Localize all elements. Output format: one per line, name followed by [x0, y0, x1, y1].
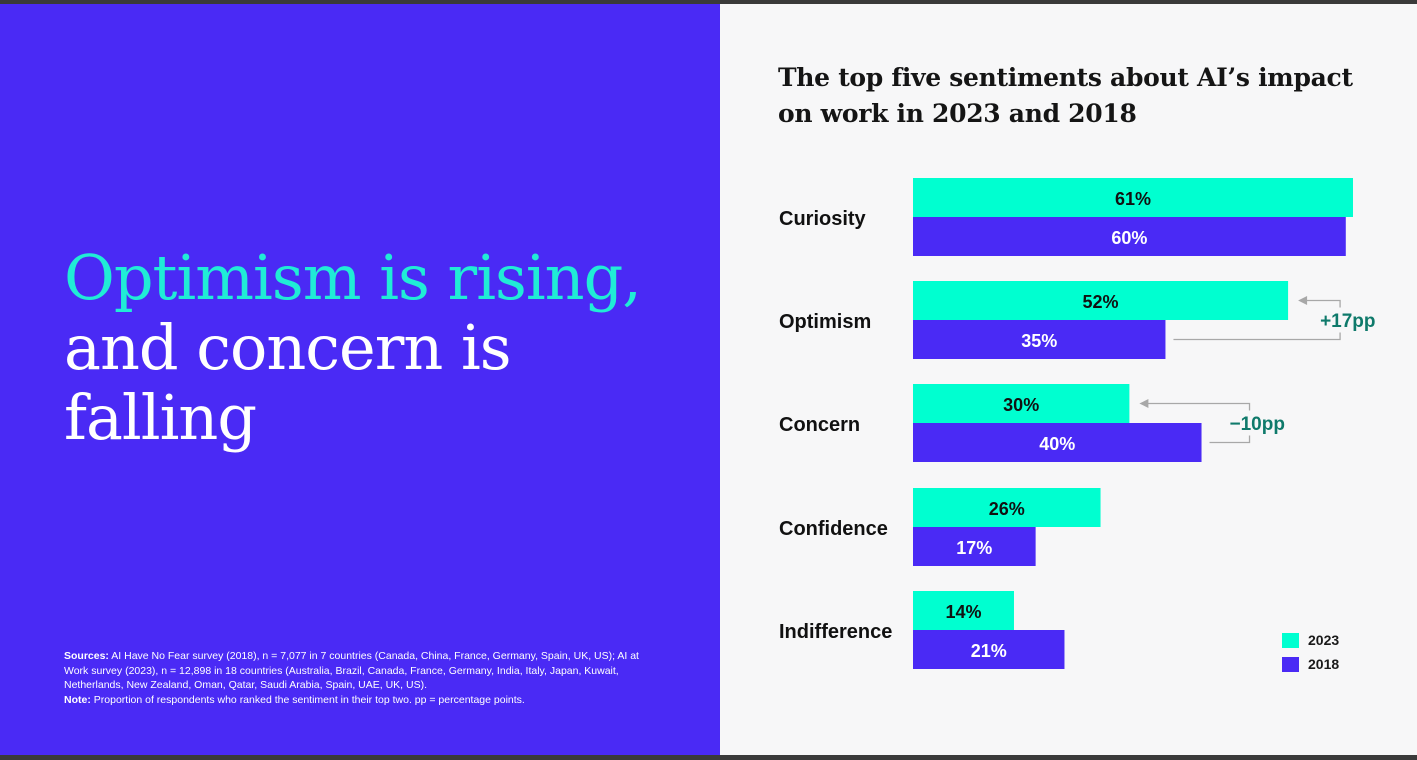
legend-label-2023: 2023 [1308, 632, 1340, 648]
bar-curiosity-2023 [913, 178, 1353, 217]
sources-label: Sources: [64, 650, 109, 662]
category-label-indifference: Indifference [779, 621, 892, 643]
headline-line-2: and concern is [64, 311, 512, 384]
data-label-optimism-2018: 35% [1021, 331, 1057, 351]
bar-indifference-2018 [913, 630, 1065, 669]
bar-optimism-2018 [913, 320, 1166, 359]
headline: Optimism is rising, and concern is falli… [64, 243, 704, 453]
chart-title: The top five sentiments about AI’s impac… [778, 60, 1378, 132]
category-label-concern: Concern [779, 414, 860, 436]
legend-swatch-2023 [1282, 633, 1299, 648]
bar-confidence-2018 [913, 527, 1036, 566]
annotation-text-concern: −10pp [1230, 414, 1285, 435]
data-label-concern-2018: 40% [1039, 434, 1075, 454]
data-label-confidence-2023: 26% [989, 499, 1025, 519]
category-label-optimism: Optimism [779, 311, 871, 333]
window-top-border [0, 0, 1417, 4]
annotation-arrow-concern [1139, 399, 1149, 408]
window-bottom-border [0, 755, 1417, 760]
category-label-confidence: Confidence [779, 518, 888, 540]
bar-concern-2023 [913, 384, 1130, 423]
bar-curiosity-2018 [913, 217, 1346, 256]
chart-title-line-1: The top five sentiments about AI’s impac… [778, 63, 1353, 92]
annotation-bracket-top-optimism [1306, 299, 1341, 308]
note-label: Note: [64, 693, 91, 706]
sources-note: Sources: AI Have No Fear survey (2018), … [64, 649, 654, 707]
annotation-bracket-top-concern [1147, 402, 1251, 411]
data-label-curiosity-2023: 61% [1115, 189, 1151, 209]
bar-confidence-2023 [913, 488, 1101, 527]
legend-swatch-2018 [1282, 657, 1299, 672]
annotation-arrow-optimism [1298, 296, 1308, 305]
category-label-curiosity: Curiosity [779, 208, 867, 230]
note-text: Proportion of respondents who ranked the… [93, 693, 525, 706]
annotation-text-optimism: +17pp [1320, 311, 1375, 332]
headline-line-3: falling [64, 381, 257, 454]
data-label-indifference-2018: 21% [971, 641, 1007, 661]
data-label-indifference-2023: 14% [945, 602, 981, 622]
data-label-concern-2023: 30% [1003, 395, 1039, 415]
legend-label-2018: 2018 [1308, 656, 1340, 672]
bar-indifference-2023 [913, 591, 1014, 630]
annotation-bracket-bottom-optimism [1173, 332, 1341, 341]
annotation-bracket-bottom-concern [1209, 435, 1251, 444]
data-label-confidence-2018: 17% [956, 538, 992, 558]
bar-optimism-2023 [913, 281, 1289, 320]
data-label-curiosity-2018: 60% [1111, 228, 1147, 248]
chart-title-line-2: on work in 2023 and 2018 [778, 99, 1137, 128]
headline-line-1: Optimism is rising, [64, 241, 642, 314]
sources-text: AI Have No Fear survey (2018), n = 7,077… [64, 650, 639, 691]
data-label-optimism-2023: 52% [1083, 292, 1119, 312]
left-panel [0, 4, 720, 755]
right-panel [720, 4, 1417, 755]
bar-concern-2018 [913, 423, 1202, 462]
